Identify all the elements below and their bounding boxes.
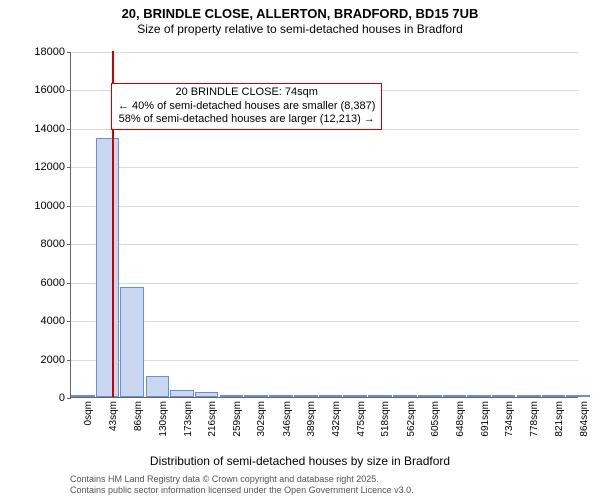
y-tick-label: 2000 xyxy=(41,354,71,366)
y-tick-label: 8000 xyxy=(41,238,71,250)
x-tick-label: 475sqm xyxy=(356,397,367,437)
plot-area: 0200040006000800010000120001400016000180… xyxy=(70,52,578,398)
gridline xyxy=(71,167,578,168)
gridline xyxy=(71,206,578,207)
y-tick-label: 14000 xyxy=(34,123,71,135)
chart-subtitle: Size of property relative to semi-detach… xyxy=(0,22,600,37)
x-tick-label: 346sqm xyxy=(282,397,293,437)
footer-line: Contains HM Land Registry data © Crown c… xyxy=(70,474,414,485)
y-tick-label: 16000 xyxy=(34,84,71,96)
chart-title: 20, BRINDLE CLOSE, ALLERTON, BRADFORD, B… xyxy=(0,6,600,22)
x-tick-label: 302sqm xyxy=(256,397,267,437)
x-tick-label: 562sqm xyxy=(406,397,417,437)
x-tick-label: 173sqm xyxy=(183,397,194,437)
x-tick-label: 518sqm xyxy=(380,397,391,437)
x-tick-label: 259sqm xyxy=(232,397,243,437)
gridline xyxy=(71,283,578,284)
y-tick-label: 0 xyxy=(59,392,71,404)
attribution-footer: Contains HM Land Registry data © Crown c… xyxy=(70,474,414,496)
x-tick-label: 432sqm xyxy=(331,397,342,437)
y-tick-label: 4000 xyxy=(41,315,71,327)
x-tick-label: 605sqm xyxy=(430,397,441,437)
y-tick-label: 6000 xyxy=(41,277,71,289)
gridline xyxy=(71,244,578,245)
x-tick-label: 734sqm xyxy=(504,397,515,437)
x-tick-label: 648sqm xyxy=(455,397,466,437)
x-tick-label: 216sqm xyxy=(207,397,218,437)
gridline xyxy=(71,321,578,322)
chart-container: 20, BRINDLE CLOSE, ALLERTON, BRADFORD, B… xyxy=(0,0,600,500)
y-tick-label: 10000 xyxy=(34,200,71,212)
histogram-bar xyxy=(170,390,194,397)
histogram-bar xyxy=(146,376,170,397)
annotation-box: 20 BRINDLE CLOSE: 74sqm← 40% of semi-det… xyxy=(111,83,382,130)
gridline xyxy=(71,52,578,53)
x-tick-label: 864sqm xyxy=(579,397,590,437)
footer-line: Contains public sector information licen… xyxy=(70,485,414,496)
x-tick-label: 86sqm xyxy=(133,397,144,431)
x-tick-label: 389sqm xyxy=(306,397,317,437)
x-tick-label: 43sqm xyxy=(108,397,119,431)
annotation-line: 58% of semi-detached houses are larger (… xyxy=(118,113,375,127)
histogram-bar xyxy=(96,138,120,398)
annotation-line: ← 40% of semi-detached houses are smalle… xyxy=(118,100,375,114)
x-tick-label: 0sqm xyxy=(83,397,94,425)
x-tick-label: 778sqm xyxy=(529,397,540,437)
y-tick-label: 12000 xyxy=(34,161,71,173)
title-block: 20, BRINDLE CLOSE, ALLERTON, BRADFORD, B… xyxy=(0,0,600,37)
x-tick-label: 821sqm xyxy=(554,397,565,437)
x-axis-label: Distribution of semi-detached houses by … xyxy=(0,454,600,468)
annotation-line: 20 BRINDLE CLOSE: 74sqm xyxy=(118,86,375,100)
x-tick-label: 130sqm xyxy=(158,397,169,437)
x-tick-label: 691sqm xyxy=(480,397,491,437)
y-tick-label: 18000 xyxy=(34,46,71,58)
gridline xyxy=(71,360,578,361)
histogram-bar xyxy=(120,287,144,397)
